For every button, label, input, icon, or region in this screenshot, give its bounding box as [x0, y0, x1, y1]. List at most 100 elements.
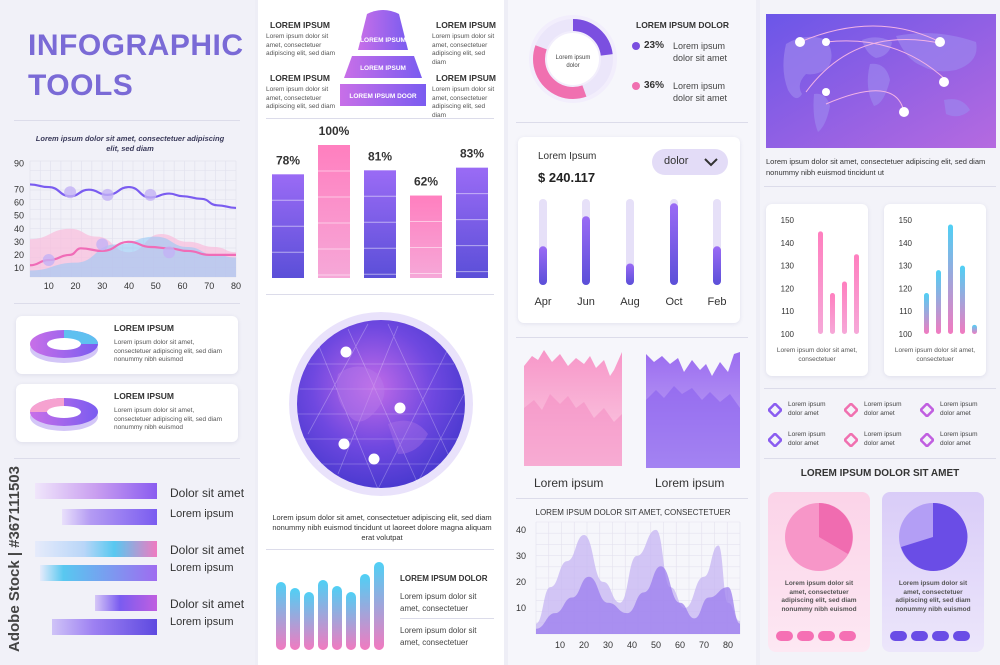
- pill[interactable]: [911, 631, 928, 641]
- y-tick-label: 40: [14, 224, 24, 234]
- pyramid-level-label: LOREM IPSUM DOOR: [349, 93, 416, 100]
- y-tick-label: 20: [516, 577, 526, 587]
- pill[interactable]: [797, 631, 814, 641]
- divider: [14, 120, 240, 121]
- dropdown-value: dolor: [664, 155, 689, 167]
- pyramid-text: Lorem ipsum dolor sit amet, consectetuer…: [266, 33, 336, 57]
- mini-bar-caption: Lorem ipsum dolor sit amet, consectetuer: [894, 347, 976, 363]
- pill[interactable]: [839, 631, 856, 641]
- balance-card: Lorem Ipsum $ 240.117 dolor Apr Jun Aug Oct…: [518, 137, 740, 323]
- y-tick-label: 150: [899, 216, 913, 225]
- donut-chart: [529, 15, 617, 103]
- pill[interactable]: [953, 631, 970, 641]
- balance-label: Lorem Ipsum: [538, 151, 597, 162]
- y-tick-label: 30: [14, 237, 24, 247]
- x-tick-label: 50: [151, 281, 161, 291]
- pyramid: LOREM IPSUM LOREM IPSUM LOREM IPSUM DOOR: [340, 10, 426, 106]
- donut-card-text: Lorem ipsum dolor sit amet, consectetuer…: [114, 407, 223, 431]
- divider: [764, 186, 996, 187]
- diamond-item-label: Lorem ipsum dolor amet: [788, 431, 826, 447]
- cube-stack: [318, 145, 350, 278]
- percent-label: 78%: [276, 153, 300, 167]
- pyramid-level-label: LOREM IPSUM: [360, 37, 406, 44]
- area-label: Lorem ipsum: [655, 476, 725, 490]
- y-tick-label: 70: [14, 185, 24, 195]
- bar: [713, 246, 721, 285]
- x-tick-label: 30: [97, 281, 107, 291]
- divider: [14, 458, 240, 459]
- month-label: Feb: [708, 296, 727, 308]
- y-tick-label: 20: [14, 250, 24, 260]
- balance-amount: $ 240.117: [538, 170, 596, 185]
- x-tick-label: 60: [675, 640, 685, 650]
- cube-chart: 78% 100% 81% 62% 83%: [272, 124, 488, 278]
- progress-bar: [40, 565, 157, 581]
- bar: [346, 592, 356, 650]
- progress-bar: [62, 509, 157, 525]
- bar: [936, 270, 941, 334]
- divider: [266, 549, 494, 550]
- pill-row: [890, 628, 970, 646]
- pyramid-text: Lorem ipsum dolor sit amet, consectetuer…: [432, 86, 495, 119]
- y-tick-label: 110: [899, 307, 912, 316]
- dropdown[interactable]: dolor: [652, 149, 728, 175]
- progress-label: Dolor sit amet: [170, 543, 245, 557]
- line-chart-caption: Lorem ipsum dolor sit amet, consectetuer…: [35, 134, 225, 153]
- diamond-icon: [920, 403, 934, 417]
- x-tick-label: 60: [177, 281, 187, 291]
- bar: [318, 580, 328, 650]
- bar: [626, 263, 634, 285]
- donut-title: LOREM IPSUM DOLOR: [636, 20, 730, 30]
- gradient-bar-chart: [276, 562, 384, 650]
- progress-bar: [35, 541, 157, 557]
- balance-bar-chart: Apr Jun Aug Oct Feb: [534, 199, 727, 308]
- progress-label: Dolor sit amet: [170, 486, 245, 500]
- y-tick-label: 120: [899, 284, 913, 293]
- x-tick-label: 30: [603, 640, 613, 650]
- month-label: Jun: [577, 296, 595, 308]
- cube-stack: [410, 195, 442, 278]
- progress-bar: [35, 483, 157, 499]
- pill[interactable]: [932, 631, 949, 641]
- bar: [924, 292, 929, 334]
- mini-bar-chart: 100 110 120 130 140 150: [781, 216, 859, 339]
- diamond-icon: [844, 433, 858, 447]
- bottom-bars-item: Lorem ipsum dolor sit amet, consectetuer: [400, 592, 477, 613]
- x-tick-label: 40: [627, 640, 637, 650]
- pill[interactable]: [890, 631, 907, 641]
- diamond-icon: [768, 433, 782, 447]
- area-label: Lorem ipsum: [534, 476, 604, 490]
- y-tick-label: 90: [14, 159, 24, 169]
- bar: [304, 592, 314, 650]
- mini-bar-card-2: 100 110 120 130 140 150 Lorem ipsum dolor sit…: [884, 204, 986, 376]
- y-tick-label: 100: [781, 330, 795, 339]
- cube-top: [318, 139, 350, 145]
- column-2: LOREM IPSUM Lorem ipsum dolor sit amet, …: [258, 0, 504, 665]
- area-blue: [30, 236, 236, 277]
- x-tick-label: 20: [579, 640, 589, 650]
- cube-stack: [456, 167, 488, 278]
- progress-label: Lorem ipsum: [170, 562, 234, 574]
- diamond-item: Lorem ipsum dolor amet: [920, 430, 994, 454]
- mini-bar-card-1: 100 110 120 130 140 150 Lorem ipsum dolor sit…: [766, 204, 868, 376]
- diamond-item-label: Lorem ipsum dolor amet: [940, 401, 978, 417]
- cube-top: [364, 164, 396, 171]
- donut-card-text: Lorem ipsum dolor sit amet, consectetuer…: [114, 339, 223, 363]
- bar: [842, 281, 847, 334]
- title-line-1: INFOGRAPHIC: [28, 29, 244, 62]
- bar: [948, 224, 953, 334]
- pill[interactable]: [818, 631, 835, 641]
- bar: [539, 246, 547, 285]
- bar: [960, 265, 965, 334]
- pie-section-title: LOREM IPSUM DOLOR SIT AMET: [800, 468, 960, 479]
- chevron-down-icon: [704, 158, 718, 167]
- pyramid-label: LOREM IPSUM: [270, 20, 330, 30]
- data-point: [144, 188, 157, 201]
- y-tick-label: 120: [781, 284, 795, 293]
- pill[interactable]: [776, 631, 793, 641]
- series-area: [536, 566, 740, 634]
- diamond-item: Lorem ipsum dolor amet: [768, 400, 842, 424]
- area-chart-pink: [524, 350, 622, 466]
- diamond-icon: [844, 403, 858, 417]
- y-tick-label: 130: [899, 262, 913, 271]
